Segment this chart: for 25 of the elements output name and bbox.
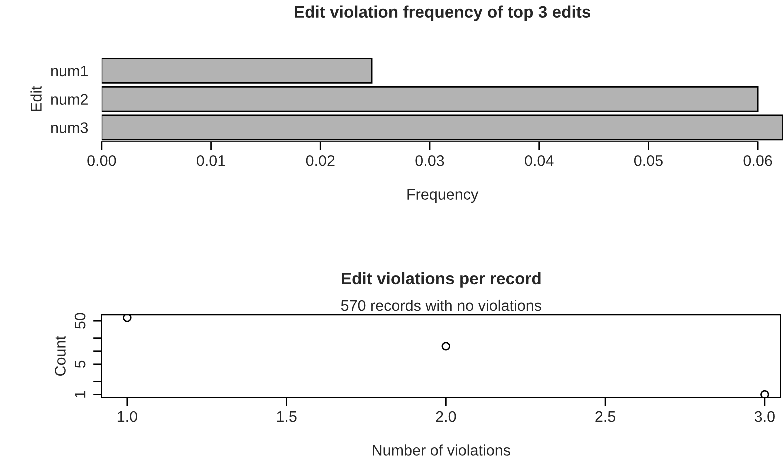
x-tick-label: 1.5 [277,412,297,422]
x-axis-title: Frequency [408,189,479,204]
x-tick-label: 0.06 [744,156,772,166]
x-axis-title: Number of violations [373,444,510,456]
y-axis-title: Count [55,336,66,376]
x-tick-label: 0.03 [416,156,444,166]
x-tick-label: 0.04 [525,156,554,166]
x-tick-label: 3.0 [754,411,775,422]
chart-subtitle: 570 records with no violations [341,300,542,312]
y-tick-label: 1 [75,391,86,398]
x-tick-label: 0.00 [88,156,116,166]
x-tick-label: 2.5 [596,411,616,422]
x-tick-label: 0.01 [197,156,226,166]
x-tick-label: 0.05 [634,156,663,166]
chart-title: Edit violation frequency of top 3 edits [295,6,591,22]
x-tick-label: 2.0 [436,411,456,422]
y-tick-label: num3 [52,122,88,134]
y-axis-title: Edit [30,86,42,112]
y-tick-label: 5 [75,360,86,368]
x-tick-label: 1.0 [118,411,138,422]
y-tick-label: 50 [74,313,86,329]
y-tick-label: num1 [52,66,88,77]
x-tick-label: 0.02 [306,156,335,166]
chart-title: Edit violations per record [342,272,541,288]
y-tick-label: num2 [52,94,88,106]
